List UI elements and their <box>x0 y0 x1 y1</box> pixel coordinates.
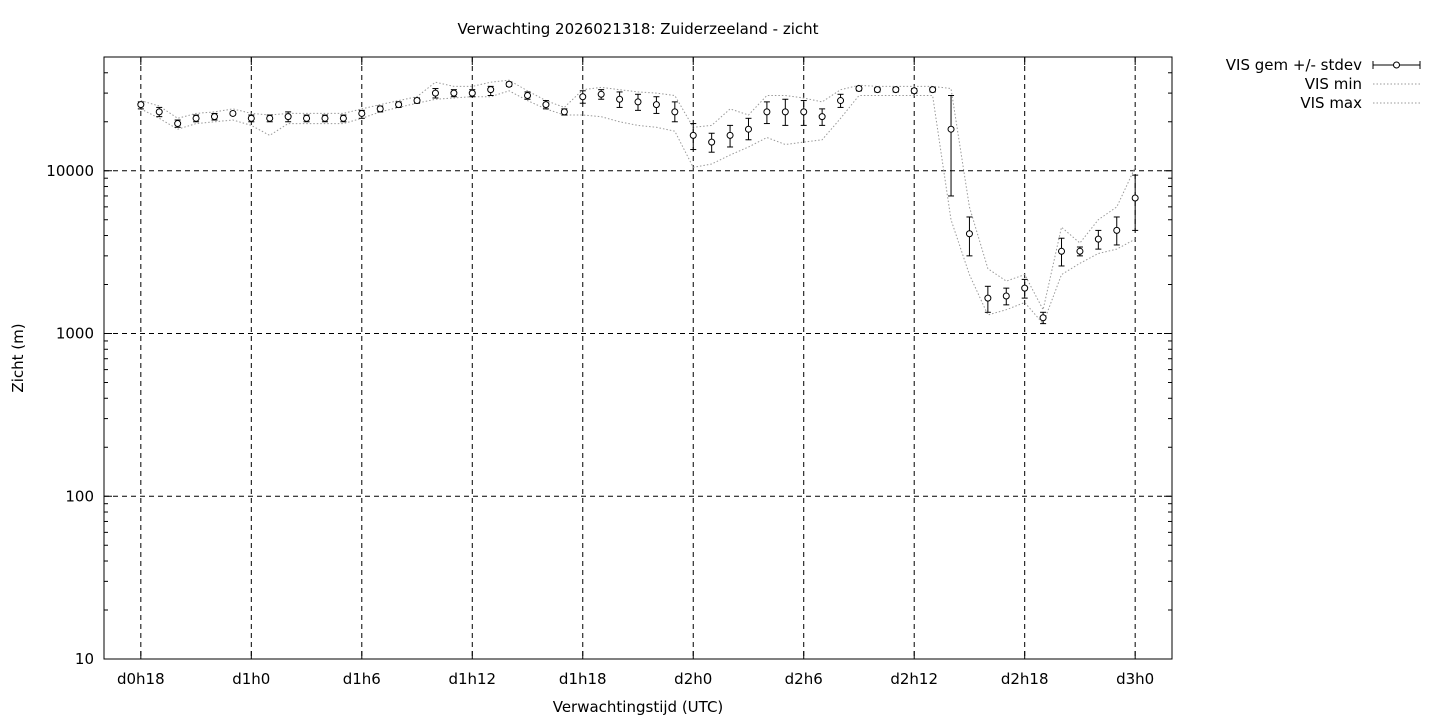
mean-point <box>763 108 771 116</box>
mean-point <box>266 114 274 122</box>
axis-ticks: d0h18 d1h0 d1h6 d1h12 d1h18 d2h0 d2h6 d2h12 d2h1… <box>46 57 1172 688</box>
legend-label: VIS min <box>1305 75 1362 93</box>
x-tick-label: d3h0 <box>1116 670 1154 688</box>
mean-point <box>1039 314 1047 322</box>
plot-frame <box>103 56 1173 660</box>
mean-point <box>1058 247 1066 255</box>
mean-point <box>1131 194 1139 202</box>
mean-point <box>1113 226 1121 234</box>
mean-point <box>468 89 476 97</box>
mean-point <box>855 85 863 93</box>
y-tick-label: 10000 <box>46 162 94 180</box>
y-tick-label: 1000 <box>56 325 94 343</box>
y-tick-label: 100 <box>65 487 94 505</box>
mean-point <box>560 108 568 116</box>
y-tick-label: 10 <box>75 650 94 668</box>
series-vis-max <box>140 79 1136 312</box>
legend-swatch-point <box>1393 61 1400 69</box>
mean-point <box>192 114 200 122</box>
legend-label: VIS gem +/- stdev <box>1226 56 1362 74</box>
mean-point <box>892 86 900 94</box>
mean-point <box>579 93 587 101</box>
mean-point <box>634 98 642 106</box>
mean-point <box>321 114 329 122</box>
x-tick-label: d1h0 <box>232 670 270 688</box>
x-axis-label: Verwachtingstijd (UTC) <box>553 698 724 716</box>
mean-point <box>616 95 624 103</box>
x-tick-label: d2h12 <box>890 670 938 688</box>
x-tick-label: d2h0 <box>674 670 712 688</box>
mean-point <box>542 101 550 109</box>
series-vis-min <box>140 90 1136 325</box>
mean-point <box>376 105 384 113</box>
chart-title: Verwachting 2026021318: Zuiderzeeland - … <box>457 20 818 38</box>
mean-point <box>450 89 458 97</box>
x-tick-label: d2h6 <box>785 670 823 688</box>
x-tick-label: d1h18 <box>559 670 607 688</box>
mean-point <box>431 89 439 97</box>
mean-point <box>1094 235 1102 243</box>
mean-point <box>395 101 403 109</box>
mean-point <box>873 86 881 94</box>
mean-point <box>155 108 163 116</box>
mean-point <box>947 125 955 133</box>
mean-point <box>137 101 145 109</box>
mean-point <box>174 120 182 128</box>
mean-point <box>524 92 532 100</box>
mean-point <box>708 138 716 146</box>
mean-point <box>910 87 918 95</box>
mean-point <box>413 97 421 105</box>
mean-point <box>358 109 366 117</box>
series-vis-mean <box>137 80 1139 325</box>
mean-point <box>929 86 937 94</box>
x-tick-label: d1h12 <box>448 670 496 688</box>
mean-point <box>247 114 255 122</box>
mean-point <box>1021 284 1029 292</box>
y-axis-label: Zicht (m) <box>9 323 27 392</box>
vis-max-line <box>140 79 1136 312</box>
mean-point <box>1002 292 1010 300</box>
mean-point <box>671 108 679 116</box>
mean-point <box>487 86 495 94</box>
mean-point <box>818 113 826 121</box>
x-tick-label: d1h6 <box>343 670 381 688</box>
mean-point <box>965 230 973 238</box>
mean-point <box>210 113 218 121</box>
legend-label: VIS max <box>1300 94 1362 112</box>
grid-lines <box>104 57 1172 659</box>
mean-point <box>303 114 311 122</box>
mean-point <box>726 131 734 139</box>
mean-point <box>689 131 697 139</box>
mean-point <box>229 109 237 117</box>
mean-point <box>597 90 605 98</box>
mean-point <box>652 101 660 109</box>
mean-point <box>984 294 992 302</box>
mean-point <box>339 114 347 122</box>
x-tick-label: d2h18 <box>1001 670 1049 688</box>
mean-point <box>505 80 513 88</box>
mean-point <box>284 113 292 121</box>
mean-point <box>1076 247 1084 255</box>
mean-point <box>800 108 808 116</box>
mean-point <box>744 125 752 133</box>
mean-point <box>837 97 845 105</box>
mean-point <box>781 108 789 116</box>
vis-min-line <box>140 90 1136 325</box>
x-tick-label: d0h18 <box>117 670 165 688</box>
